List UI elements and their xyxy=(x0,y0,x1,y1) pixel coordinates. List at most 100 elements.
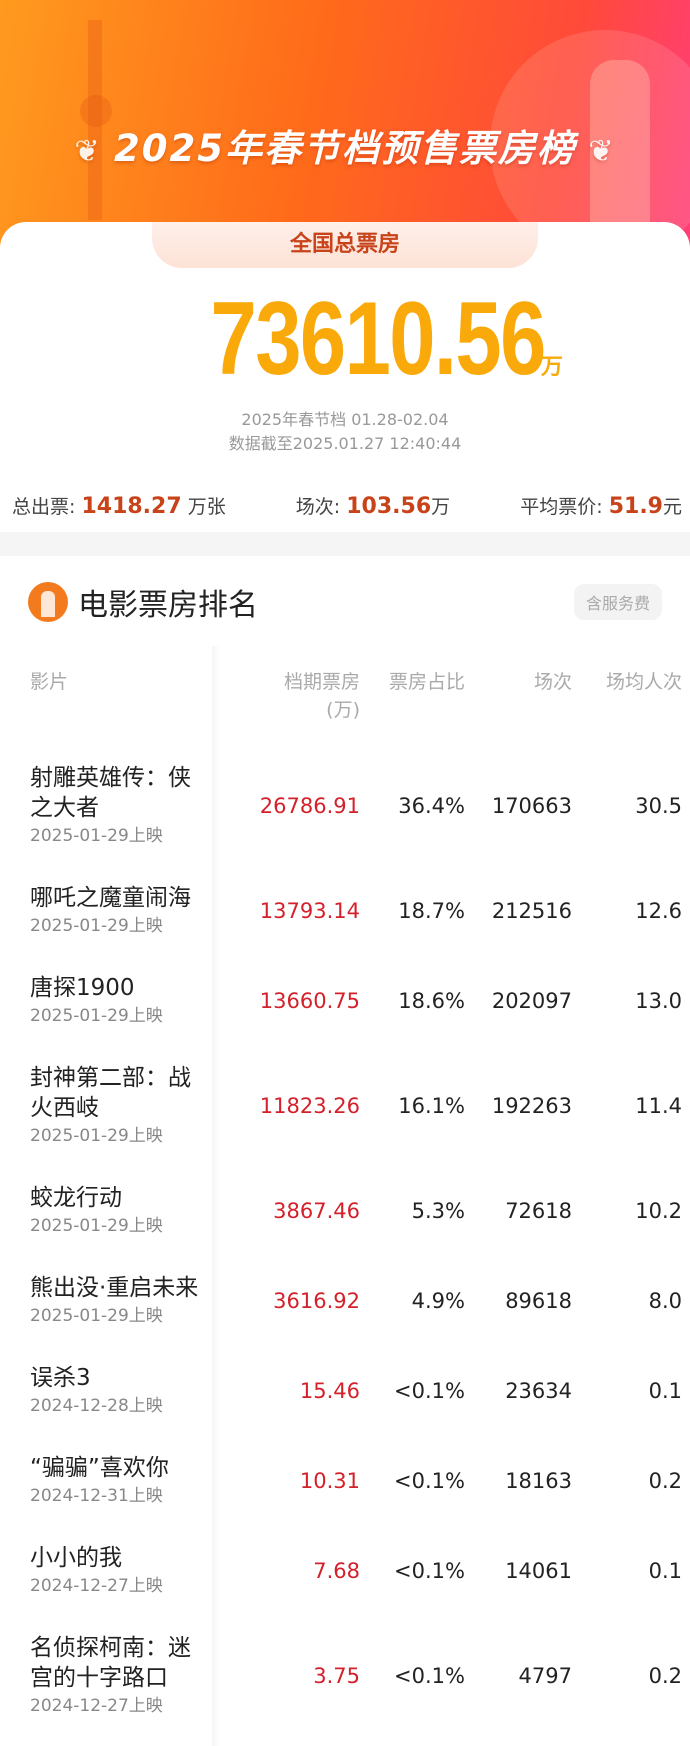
table-row[interactable]: 射雕英雄传：侠之大者 2025-01-29上映 26786.91 36.4% 17066… xyxy=(0,746,690,866)
header-box-office[interactable]: 档期票房 (万) xyxy=(284,668,360,724)
release-date: 2025-01-29上映 xyxy=(30,1006,163,1026)
shows-value: 192263 xyxy=(491,1094,572,1118)
shows-value: 18163 xyxy=(505,1469,572,1493)
avg-attendance-value: 10.2 xyxy=(635,1199,682,1223)
avg-attendance-value: 0.1 xyxy=(648,1559,682,1583)
shows-value: 89618 xyxy=(505,1289,572,1313)
page-title: ❦ 2025年春节档预售票房榜 ❦ xyxy=(0,118,690,172)
shows-value: 23634 xyxy=(505,1379,572,1403)
film-name: “骗骗”喜欢你 xyxy=(30,1455,169,1481)
share-value: <0.1% xyxy=(394,1469,465,1493)
share-value: <0.1% xyxy=(394,1664,465,1688)
stat-label: 场次: xyxy=(295,496,341,518)
stat-avg-price: 平均票价: 51.9元 xyxy=(520,492,682,519)
box-office-value: 3.75 xyxy=(313,1664,360,1688)
avg-attendance-value: 11.4 xyxy=(635,1094,682,1118)
release-date: 2025-01-29上映 xyxy=(30,916,163,936)
stat-value: 103.56 xyxy=(346,494,432,519)
stat-unit: 万张 xyxy=(187,496,226,518)
table-header: 影片 档期票房 (万) 票房占比 场次 场均人次 xyxy=(0,668,690,738)
stat-value: 1418.27 xyxy=(81,494,182,519)
box-office-value: 26786.91 xyxy=(259,794,360,818)
decor-glow xyxy=(490,30,690,250)
avg-attendance-value: 30.5 xyxy=(635,794,682,818)
lighthouse-illustration xyxy=(590,60,650,250)
stat-tickets: 总出票: 1418.27 万张 xyxy=(12,492,226,519)
header-film[interactable]: 影片 xyxy=(30,671,69,693)
table-row[interactable]: 熊出没·重启未来 2025-01-29上映 3616.92 4.9% 89618 8.0 xyxy=(0,1256,690,1346)
ranking-header: 电影票房排名 xyxy=(28,580,258,624)
film-name: 名侦探柯南：迷宫的十字路口 xyxy=(30,1635,191,1691)
release-date: 2024-12-27上映 xyxy=(30,1576,163,1596)
table-row[interactable]: 名侦探柯南：迷宫的十字路口 2024-12-27上映 3.75 <0.1% 4797 0.… xyxy=(0,1616,690,1736)
total-value: 73610.56 xyxy=(210,281,547,397)
share-value: 18.7% xyxy=(398,899,465,923)
lighthouse-logo-icon xyxy=(28,582,68,622)
stat-shows: 场次: 103.56万 xyxy=(296,492,450,519)
release-date: 2025-01-29上映 xyxy=(30,1216,163,1236)
shows-value: 212516 xyxy=(491,899,572,923)
table-row[interactable]: 小小的我 2024-12-27上映 7.68 <0.1% 14061 0.1 xyxy=(0,1526,690,1616)
tab-national-box-office[interactable]: 全国总票房 xyxy=(152,222,538,268)
header-avg-attendance[interactable]: 场均人次 xyxy=(605,671,682,693)
box-office-value: 10.31 xyxy=(299,1469,360,1493)
box-office-value: 13660.75 xyxy=(259,989,360,1013)
box-office-value: 7.68 xyxy=(313,1559,360,1583)
film-name: 熊出没·重启未来 xyxy=(30,1275,199,1301)
box-office-value: 3867.46 xyxy=(273,1199,360,1223)
share-value: 5.3% xyxy=(411,1199,465,1223)
share-value: 16.1% xyxy=(398,1094,465,1118)
film-name: 蛟龙行动 xyxy=(30,1185,122,1211)
shows-value: 4797 xyxy=(518,1664,572,1688)
header-box-office-unit: (万) xyxy=(326,699,360,721)
header-box-office-label: 档期票房 xyxy=(283,671,360,693)
share-value: 4.9% xyxy=(411,1289,465,1313)
stats-row: 总出票: 1418.27 万张 场次: 103.56万 平均票价: 51.9元 xyxy=(12,492,682,519)
sticky-column-shadow xyxy=(212,646,220,1746)
laurel-right-icon: ❦ xyxy=(575,134,616,169)
ranking-table: 射雕英雄传：侠之大者 2025-01-29上映 26786.91 36.4% 17066… xyxy=(0,746,690,1736)
laurel-left-icon: ❦ xyxy=(74,134,114,169)
shows-value: 14061 xyxy=(505,1559,572,1583)
avg-attendance-value: 0.2 xyxy=(648,1469,682,1493)
stat-label: 总出票: xyxy=(12,496,76,518)
updated-text: 数据截至2025.01.27 12:40:44 xyxy=(228,434,462,453)
summary-card: 全国总票房 73610.56万 2025年春节档 01.28-02.04 数据截… xyxy=(0,222,690,532)
service-fee-badge[interactable]: 含服务费 xyxy=(573,584,662,620)
release-date: 2025-01-29上映 xyxy=(30,826,163,846)
stat-unit: 万 xyxy=(431,496,451,518)
avg-attendance-value: 0.1 xyxy=(648,1379,682,1403)
table-row[interactable]: “骗骗”喜欢你 2024-12-31上映 10.31 <0.1% 18163 0.2 xyxy=(0,1436,690,1526)
table-row[interactable]: 哪吒之魔童闹海 2025-01-29上映 13793.14 18.7% 212516 12… xyxy=(0,866,690,956)
film-name: 误杀3 xyxy=(30,1365,91,1391)
box-office-value: 13793.14 xyxy=(259,899,360,923)
table-row[interactable]: 蛟龙行动 2025-01-29上映 3867.46 5.3% 72618 10.2 xyxy=(0,1166,690,1256)
box-office-value: 11823.26 xyxy=(259,1094,360,1118)
box-office-value: 15.46 xyxy=(299,1379,360,1403)
table-row[interactable]: 唐探1900 2025-01-29上映 13660.75 18.6% 202097 13.… xyxy=(0,956,690,1046)
tv-tower-illustration-ball xyxy=(80,95,112,127)
header-shows[interactable]: 场次 xyxy=(533,671,572,693)
stat-value: 51.9 xyxy=(608,494,663,519)
stat-label: 平均票价: xyxy=(520,496,603,518)
total-unit: 万 xyxy=(540,355,563,380)
header-banner: ❦ 2025年春节档预售票房榜 ❦ xyxy=(0,0,690,250)
stat-unit: 元 xyxy=(662,496,682,518)
avg-attendance-value: 12.6 xyxy=(635,899,682,923)
release-date: 2024-12-28上映 xyxy=(30,1396,163,1416)
film-name: 封神第二部：战火西岐 xyxy=(30,1065,191,1121)
film-name: 唐探1900 xyxy=(30,975,135,1001)
table-row[interactable]: 误杀3 2024-12-28上映 15.46 <0.1% 23634 0.1 xyxy=(0,1346,690,1436)
avg-attendance-value: 8.0 xyxy=(648,1289,682,1313)
table-row[interactable]: 封神第二部：战火西岐 2025-01-29上映 11823.26 16.1% 19226… xyxy=(0,1046,690,1166)
film-name: 射雕英雄传：侠之大者 xyxy=(30,765,191,821)
page-title-text: 2025年春节档预售票房榜 xyxy=(114,127,576,170)
avg-attendance-value: 0.2 xyxy=(648,1664,682,1688)
header-share[interactable]: 票房占比 xyxy=(388,671,465,693)
share-value: 36.4% xyxy=(398,794,465,818)
section-divider xyxy=(0,532,690,556)
release-date: 2025-01-29上映 xyxy=(30,1126,163,1146)
share-value: <0.1% xyxy=(394,1559,465,1583)
avg-attendance-value: 13.0 xyxy=(635,989,682,1013)
tv-tower-illustration xyxy=(88,20,102,220)
